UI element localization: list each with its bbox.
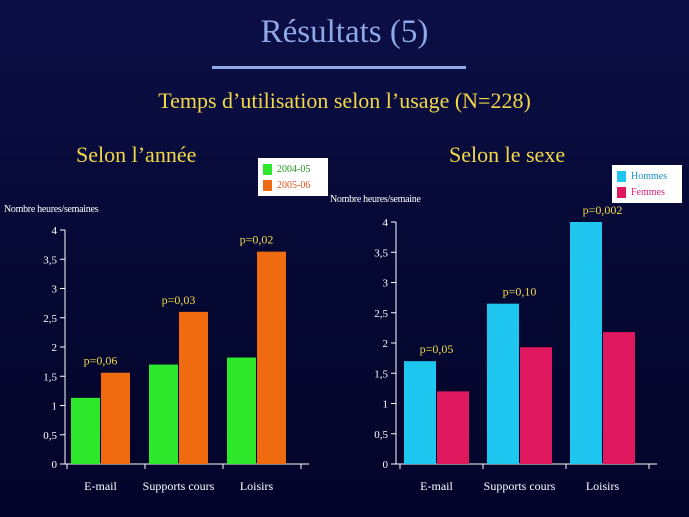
y-tick-label: 1 (52, 401, 58, 413)
y-tick-label: 3,5 (43, 254, 57, 266)
legend-swatch-green (263, 163, 272, 175)
left-y-axis-label: Nombre heures/semaines (4, 204, 99, 215)
bar-hommes-1 (487, 303, 519, 464)
bar-2004-05-1 (149, 364, 178, 464)
legend-item-femmes: Femmes (617, 184, 676, 200)
y-tick-label: 2,5 (43, 313, 57, 325)
bar-hommes-0 (404, 361, 436, 464)
y-tick-label: 2 (52, 342, 58, 354)
legend-label: Hommes (631, 170, 668, 182)
legend-swatch-cyan (617, 170, 626, 182)
y-tick-label: 1,5 (43, 371, 57, 383)
p-value-label: p=0,06 (84, 354, 118, 368)
y-tick-label: 0,5 (374, 429, 388, 441)
slide-title: Résultats (5) (260, 14, 429, 50)
y-tick-label: 3 (52, 284, 58, 296)
bar-2004-05-0 (71, 397, 100, 464)
x-tick-label: Loisirs (240, 479, 274, 493)
y-tick-label: 4 (52, 225, 58, 237)
y-tick-label: 3 (383, 278, 389, 290)
legend-swatch-pink (617, 186, 626, 198)
legend-label: 2005-06 (277, 179, 311, 191)
bar-2005-06-0 (101, 372, 130, 464)
y-tick-label: 0 (52, 459, 58, 471)
p-value-label: p=0,03 (162, 293, 196, 307)
right-chart-legend: Hommes Femmes (612, 165, 682, 203)
legend-item-2004-05: 2004-05 (263, 161, 322, 177)
bar-femmes-2 (603, 332, 635, 464)
y-tick-label: 0 (383, 459, 389, 471)
title-underline (212, 66, 466, 69)
y-tick-label: 1,5 (374, 368, 388, 380)
bar-2005-06-1 (179, 311, 208, 464)
bar-femmes-0 (437, 391, 469, 464)
left-chart-title: Selon l’année (76, 142, 197, 167)
x-tick-label: E-mail (420, 479, 453, 493)
legend-label: 2004-05 (277, 163, 311, 175)
right-y-axis-label: Nombre heures/semaine (330, 194, 421, 205)
p-value-label: p=0,10 (503, 285, 537, 299)
x-tick-label: Loisirs (586, 479, 620, 493)
y-tick-label: 3,5 (374, 247, 388, 259)
legend-item-hommes: Hommes (617, 168, 676, 184)
x-tick-label: E-mail (84, 479, 117, 493)
x-tick-label: Supports cours (143, 479, 215, 493)
y-tick-label: 2,5 (374, 308, 388, 320)
left-chart: 0 0,5 1 1,5 2 2,5 3 3,5 4 E-mail p=0,06 Supports co… (43, 225, 309, 493)
bar-2004-05-2 (227, 357, 256, 464)
right-chart-title: Selon le sexe (449, 142, 566, 167)
y-tick-label: 4 (383, 217, 389, 229)
p-value-label: p=0,002 (583, 203, 623, 217)
right-chart: 0 0,5 1 1,5 2 2,5 3 3,5 4 E-mail p=0,05 Supports co… (374, 203, 657, 493)
legend-label: Femmes (631, 186, 665, 198)
y-tick-label: 2 (383, 338, 389, 350)
bar-hommes-2 (570, 222, 602, 464)
x-tick-label: Supports cours (484, 479, 556, 493)
slide-subtitle: Temps d’utilisation selon l’usage (N=228… (158, 88, 531, 113)
bar-2005-06-2 (257, 251, 286, 464)
legend-swatch-orange (263, 179, 272, 191)
legend-item-2005-06: 2005-06 (263, 177, 322, 193)
p-value-label: p=0,05 (420, 342, 454, 356)
left-chart-legend: 2004-05 2005-06 (258, 158, 328, 196)
y-tick-label: 1 (383, 399, 389, 411)
p-value-label: p=0,02 (240, 233, 274, 247)
y-tick-label: 0,5 (43, 430, 57, 442)
bar-femmes-1 (520, 347, 552, 464)
